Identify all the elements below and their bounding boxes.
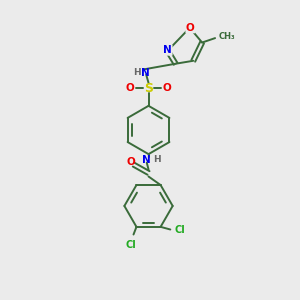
Text: O: O	[127, 158, 135, 167]
Text: O: O	[186, 23, 195, 33]
Text: O: O	[125, 83, 134, 93]
Text: N: N	[142, 155, 151, 165]
Text: N: N	[163, 45, 172, 55]
Text: Cl: Cl	[174, 225, 185, 236]
Text: S: S	[144, 82, 153, 95]
Text: H: H	[153, 155, 160, 164]
Text: Cl: Cl	[125, 240, 136, 250]
Text: CH₃: CH₃	[219, 32, 236, 41]
Text: N: N	[141, 68, 150, 78]
Text: O: O	[163, 83, 172, 93]
Text: H: H	[133, 68, 140, 77]
